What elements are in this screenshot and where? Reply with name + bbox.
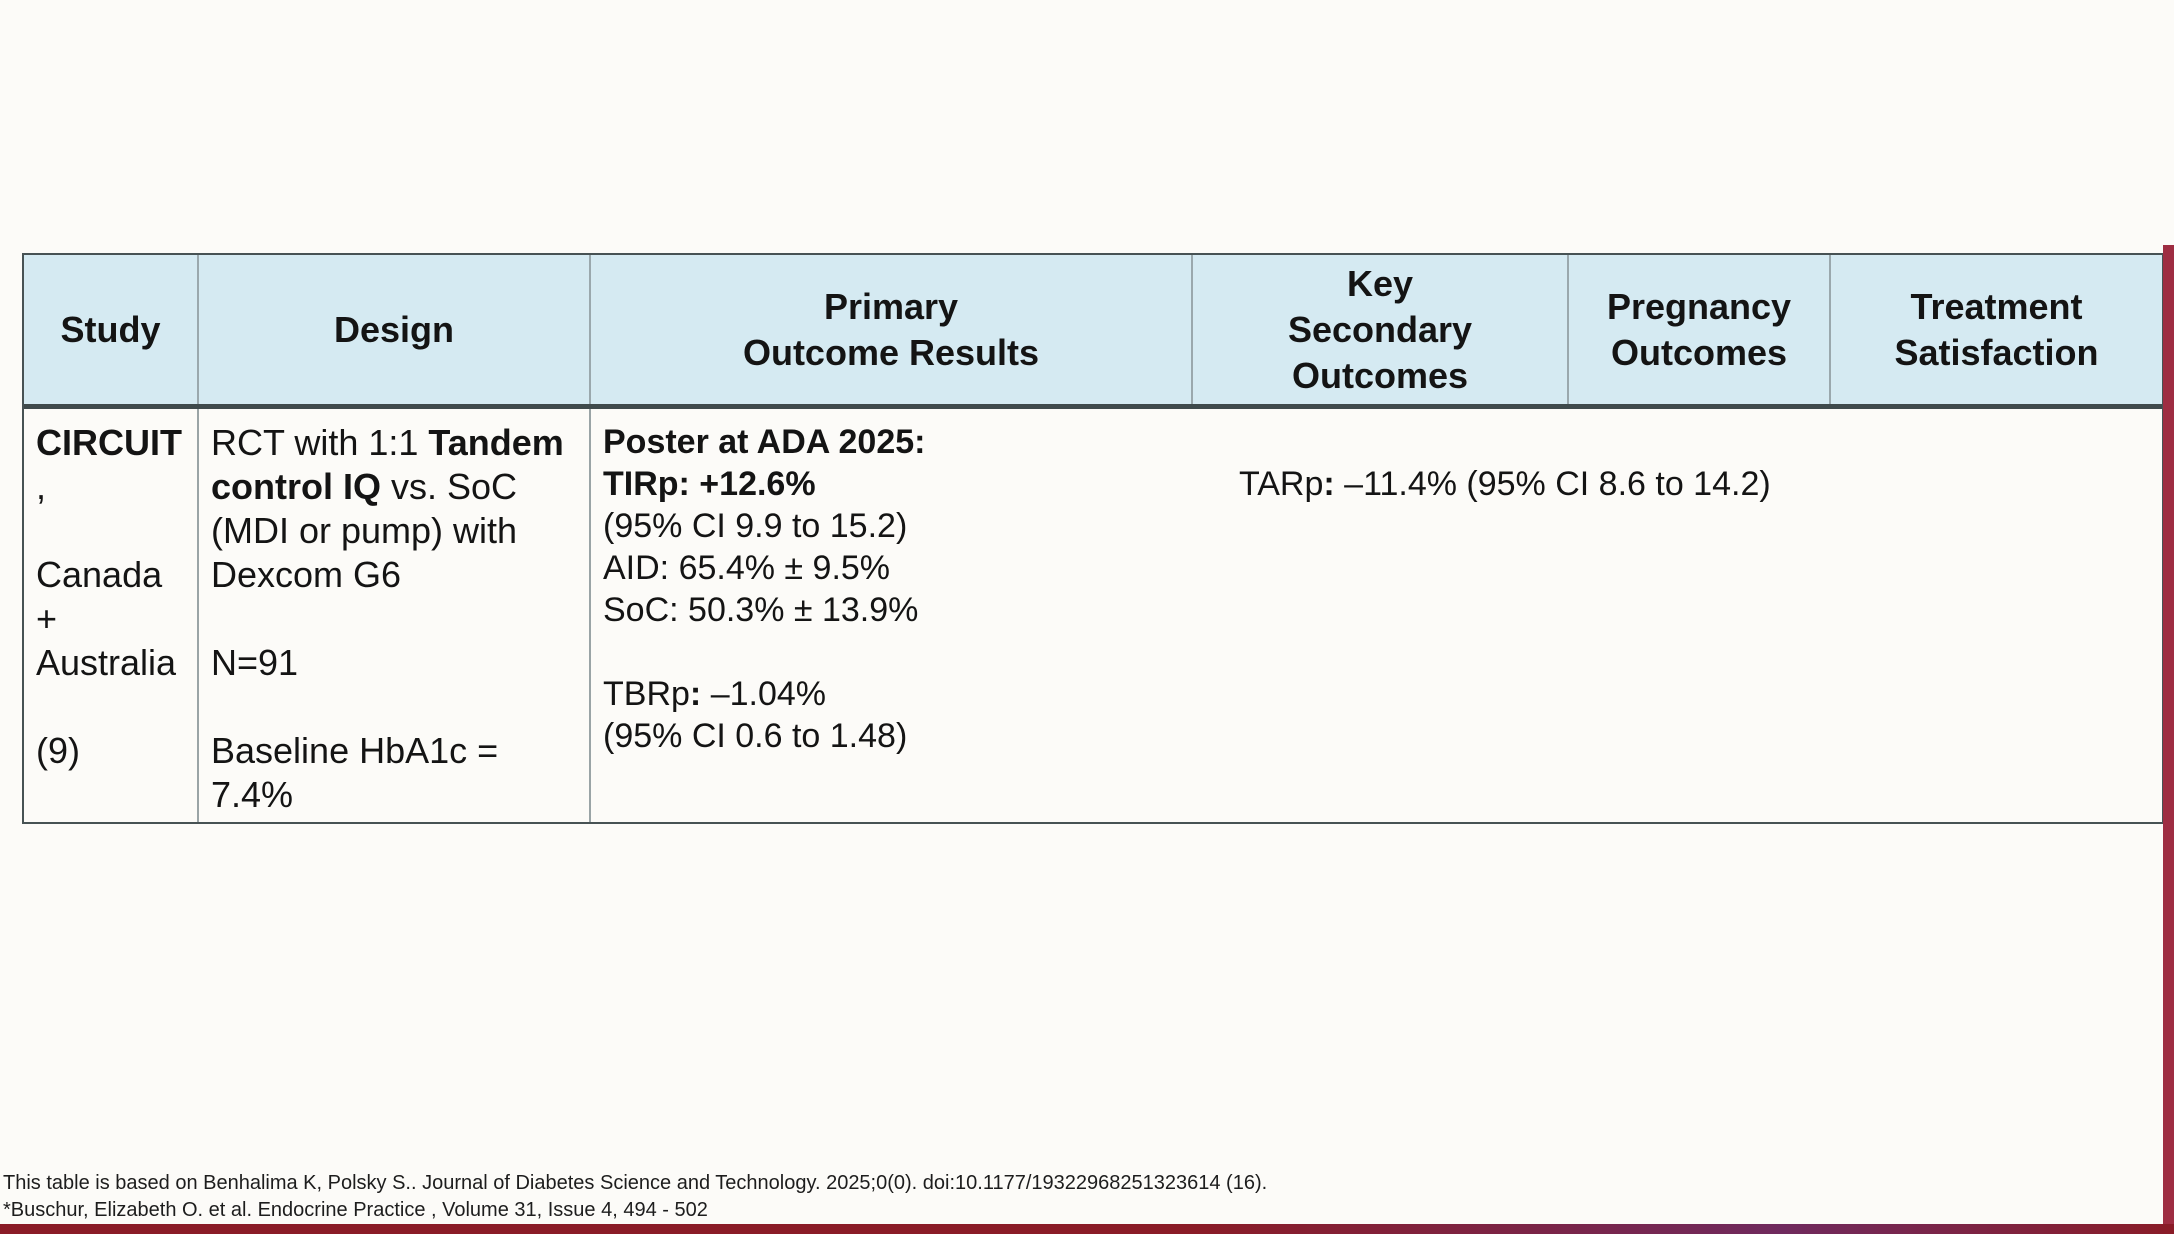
- footnotes: This table is based on Benhalima K, Pols…: [3, 1170, 1267, 1224]
- cell-design: RCT with 1:1 Tandem control IQ vs. SoC (MD…: [199, 409, 591, 822]
- cell-primary-outcome-results: Poster at ADA 2025: TIRp: +12.6% (95% CI 9…: [603, 423, 926, 755]
- header-pregnancy-outcomes: Pregnancy Outcomes: [1569, 255, 1831, 404]
- study-results-table: Study Design Primary Outcome Results Key…: [22, 253, 2164, 824]
- header-treatment-satisfaction: Treatment Satisfaction: [1831, 255, 2162, 404]
- cell-key-secondary-outcomes: TARp: –11.4% (95% CI 8.6 to 14.2): [1239, 465, 1771, 503]
- right-accent-bar: [2163, 245, 2174, 1234]
- header-key-secondary-outcomes: Key Secondary Outcomes: [1193, 255, 1569, 404]
- header-design: Design: [199, 255, 591, 404]
- header-primary-outcome-results: Primary Outcome Results: [591, 255, 1193, 404]
- footnote-citation-1: This table is based on Benhalima K, Pols…: [3, 1172, 1268, 1194]
- table-header-row: Study Design Primary Outcome Results Key…: [24, 255, 2162, 409]
- cell-study: CIRCUIT, Canada + Australia (9): [24, 409, 199, 822]
- footnote-citation-2: *Buschur, Elizabeth O. et al. Endocrine …: [3, 1199, 708, 1221]
- header-study: Study: [24, 255, 199, 404]
- table-row: CIRCUIT, Canada + Australia (9) RCT with 1…: [24, 409, 2162, 822]
- bottom-accent-bar: [0, 1224, 2174, 1234]
